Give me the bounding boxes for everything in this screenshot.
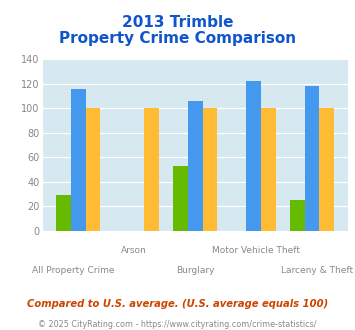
Bar — [86, 109, 100, 231]
Bar — [320, 109, 334, 231]
Bar — [261, 109, 275, 231]
Bar — [173, 166, 188, 231]
Text: Larceny & Theft: Larceny & Theft — [281, 266, 354, 275]
Bar — [203, 109, 217, 231]
Bar — [188, 101, 203, 231]
Text: Property Crime Comparison: Property Crime Comparison — [59, 31, 296, 46]
Bar — [144, 109, 159, 231]
Text: Burglary: Burglary — [176, 266, 214, 275]
Bar — [290, 200, 305, 231]
Bar — [305, 86, 320, 231]
Text: All Property Crime: All Property Crime — [32, 266, 114, 275]
Bar — [246, 82, 261, 231]
Bar — [56, 195, 71, 231]
Text: © 2025 CityRating.com - https://www.cityrating.com/crime-statistics/: © 2025 CityRating.com - https://www.city… — [38, 320, 317, 329]
Bar — [71, 89, 86, 231]
Text: Compared to U.S. average. (U.S. average equals 100): Compared to U.S. average. (U.S. average … — [27, 299, 328, 309]
Text: Arson: Arson — [121, 246, 147, 255]
Text: Motor Vehicle Theft: Motor Vehicle Theft — [212, 246, 300, 255]
Text: 2013 Trimble: 2013 Trimble — [122, 15, 233, 30]
